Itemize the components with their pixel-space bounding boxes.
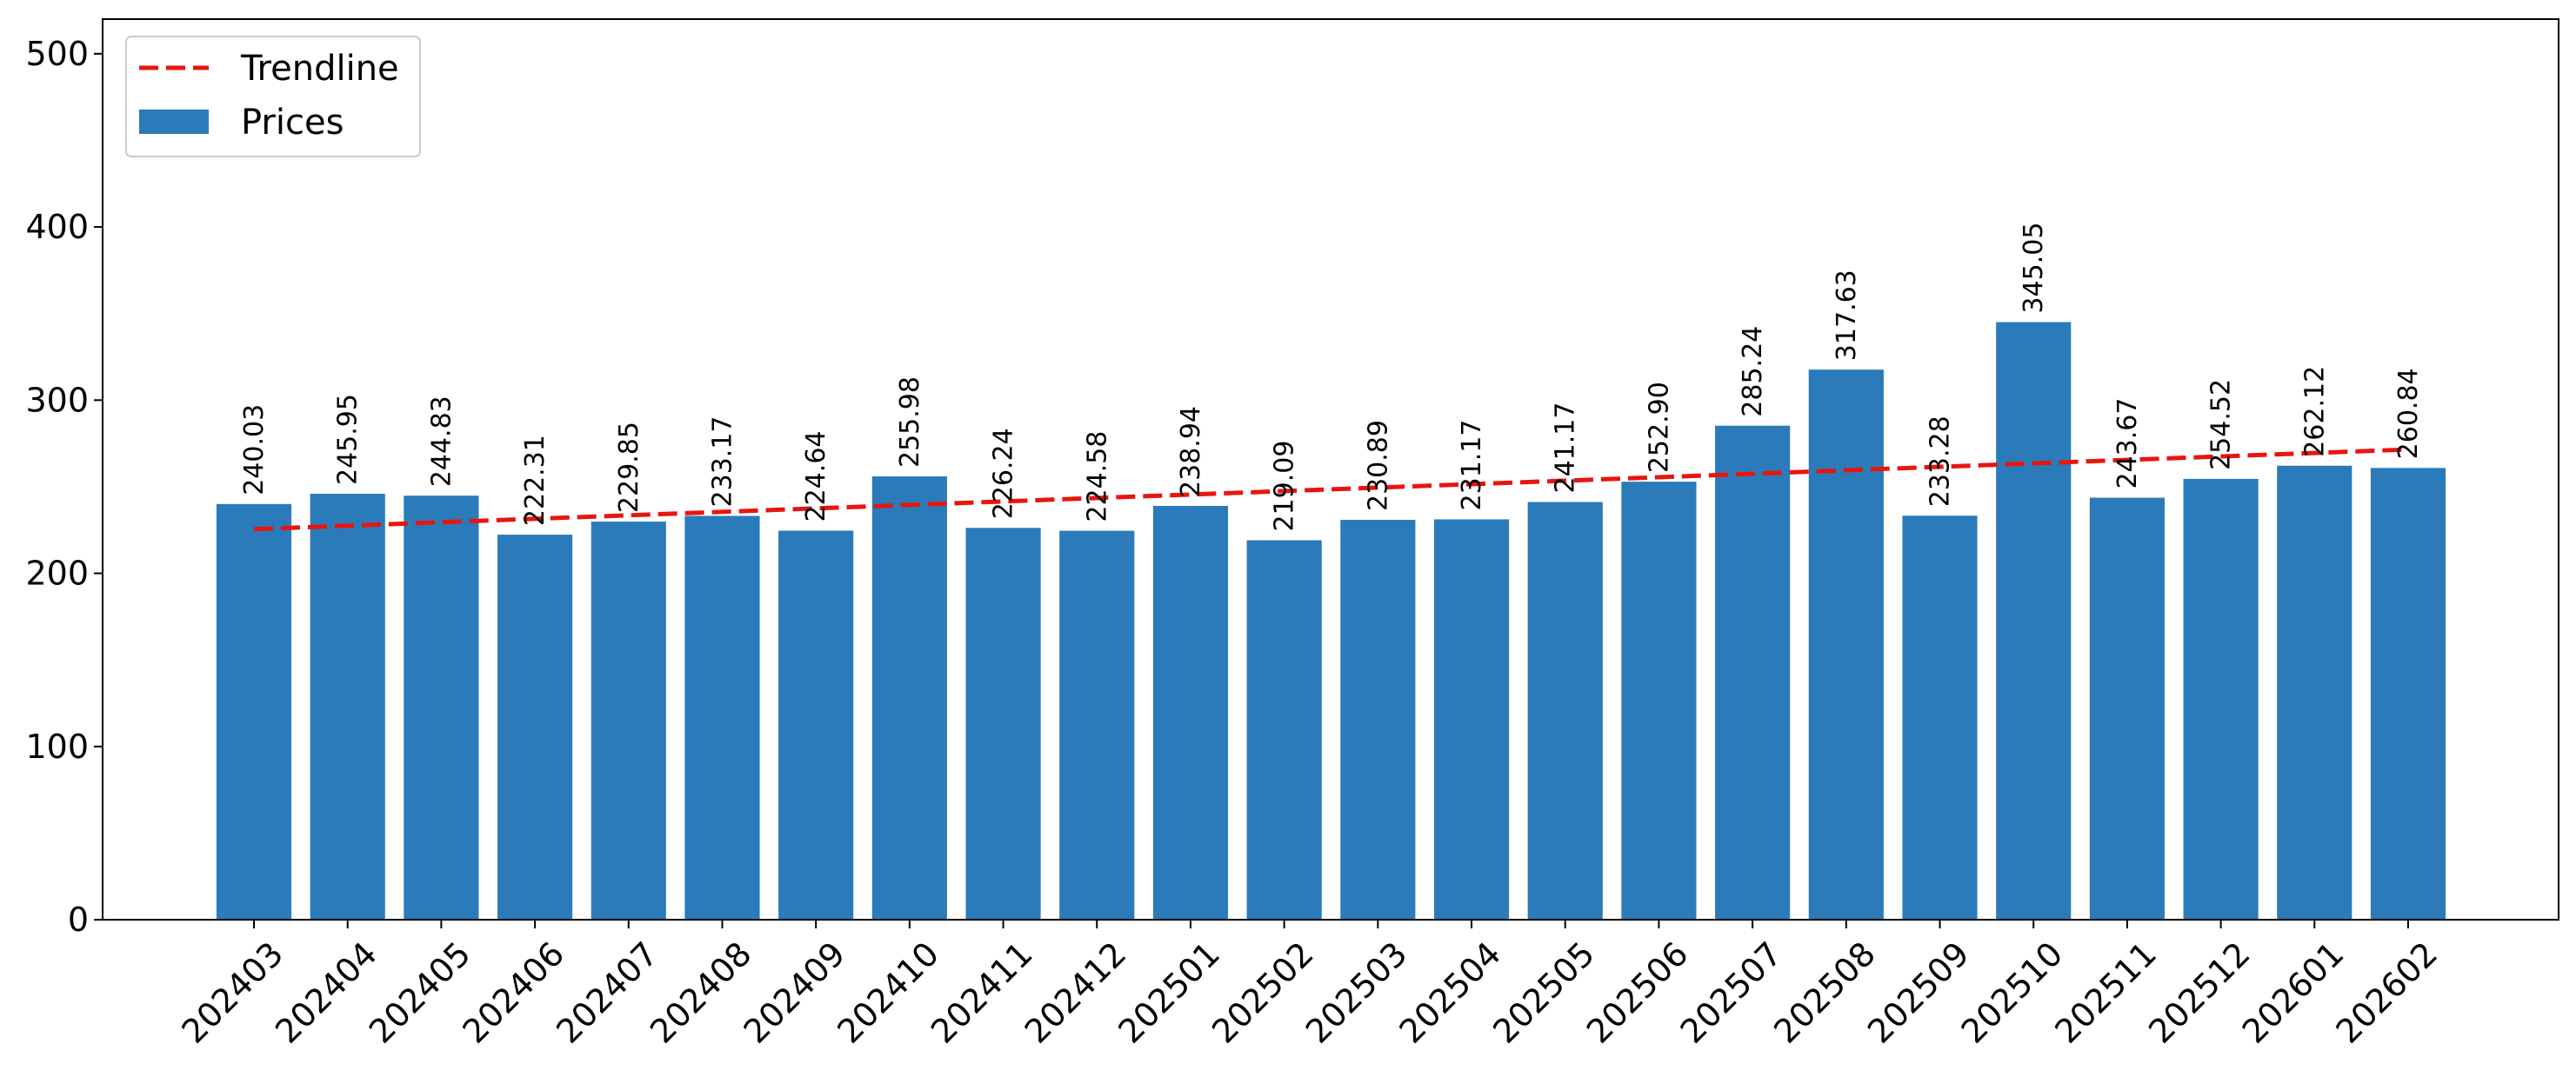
bar-202501 [1152, 505, 1229, 920]
bar-202410 [871, 476, 947, 920]
data-label-202509: 233.28 [1925, 416, 1956, 507]
x-tick-label-202602: 202602 [2328, 934, 2445, 1051]
data-label-202405: 244.83 [426, 396, 457, 487]
trendline [253, 447, 2409, 532]
x-tick-label-202407: 202407 [549, 934, 665, 1051]
x-tick-label-202601: 202601 [2235, 934, 2352, 1051]
x-tick-label-202504: 202504 [1392, 934, 1509, 1051]
data-label-202411: 226.24 [989, 428, 1019, 519]
bar-202510 [1996, 322, 2072, 921]
bar-202408 [684, 515, 760, 920]
bar-202403 [216, 503, 292, 920]
x-tick-label-202411: 202411 [924, 934, 1040, 1051]
bar-202411 [965, 528, 1041, 920]
data-label-202506: 252.90 [1644, 382, 1674, 473]
data-label-202412: 224.58 [1082, 431, 1112, 522]
bar-202602 [2370, 468, 2446, 920]
x-tick-label-202403: 202403 [174, 934, 290, 1051]
bar-202404 [310, 493, 385, 920]
x-tick-label-202507: 202507 [1673, 934, 1790, 1051]
legend-label-trendline: Trendline [240, 49, 399, 89]
legend-label-prices: Prices [241, 103, 344, 143]
y-tick-label-400: 400 [25, 208, 89, 246]
data-label-202602: 260.84 [2393, 368, 2424, 459]
x-tick-label-202406: 202406 [456, 934, 572, 1051]
x-tick-label-202412: 202412 [1018, 934, 1134, 1051]
data-label-202507: 285.24 [1738, 326, 1768, 417]
data-label-202408: 233.17 [707, 416, 737, 507]
x-tick-label-202502: 202502 [1205, 934, 1321, 1051]
y-tick-label-300: 300 [25, 381, 89, 419]
bar-202508 [1808, 369, 1884, 920]
x-tick-label-202509: 202509 [1860, 934, 1977, 1051]
bar-202601 [2277, 465, 2352, 920]
data-label-202404: 245.95 [333, 394, 364, 485]
data-label-202501: 238.94 [1176, 406, 1206, 497]
bar-202511 [2089, 497, 2165, 920]
y-tick-label-200: 200 [25, 555, 89, 593]
bar-202503 [1340, 519, 1416, 920]
x-tick-label-202510: 202510 [1954, 934, 2071, 1051]
data-label-202511: 243.67 [2112, 398, 2143, 489]
x-tick-label-202506: 202506 [1579, 934, 1696, 1051]
bar-202507 [1715, 425, 1791, 921]
y-tick-label-500: 500 [25, 35, 89, 73]
plot-frame [102, 18, 2559, 921]
data-label-202503: 230.89 [1363, 420, 1393, 511]
x-tick-label-202508: 202508 [1766, 934, 1883, 1051]
bar-202409 [778, 530, 854, 920]
data-label-202510: 345.05 [2019, 223, 2049, 314]
data-label-202407: 229.85 [614, 422, 644, 513]
data-label-202508: 317.63 [1832, 269, 1862, 361]
x-tick-label-202409: 202409 [737, 934, 853, 1051]
x-tick-label-202512: 202512 [2141, 934, 2258, 1051]
x-tick-label-202410: 202410 [830, 934, 946, 1051]
bar-202512 [2183, 478, 2259, 920]
data-label-202406: 222.31 [520, 435, 551, 526]
bar-202506 [1621, 482, 1697, 920]
x-tick-label-202505: 202505 [1485, 934, 1602, 1051]
y-tick-label-100: 100 [25, 728, 89, 766]
x-tick-label-202405: 202405 [362, 934, 478, 1051]
data-label-202409: 224.64 [801, 430, 831, 522]
data-label-202512: 254.52 [2206, 379, 2237, 470]
x-tick-label-202503: 202503 [1298, 934, 1415, 1051]
data-label-202403: 240.03 [239, 404, 270, 495]
bar-202509 [1902, 515, 1978, 920]
bar-202406 [497, 535, 573, 920]
bar-202502 [1246, 540, 1322, 920]
data-label-202601: 262.12 [2299, 366, 2330, 457]
bar-202407 [591, 522, 666, 920]
bar-202505 [1527, 502, 1603, 920]
x-tick-label-202511: 202511 [2047, 934, 2164, 1051]
data-label-202505: 241.17 [1551, 402, 1581, 494]
data-label-202502: 219.09 [1270, 441, 1300, 532]
data-label-202504: 231.17 [1457, 419, 1487, 510]
bar-202412 [1059, 530, 1135, 920]
data-label-202410: 255.98 [895, 376, 925, 468]
legend-swatch-prices [139, 110, 209, 134]
x-tick-label-202404: 202404 [268, 934, 384, 1051]
bar-202504 [1433, 519, 1510, 920]
y-tick-label-0: 0 [68, 901, 89, 939]
bar-202405 [404, 495, 479, 920]
x-tick-label-202501: 202501 [1111, 934, 1227, 1051]
x-tick-label-202408: 202408 [643, 934, 759, 1051]
